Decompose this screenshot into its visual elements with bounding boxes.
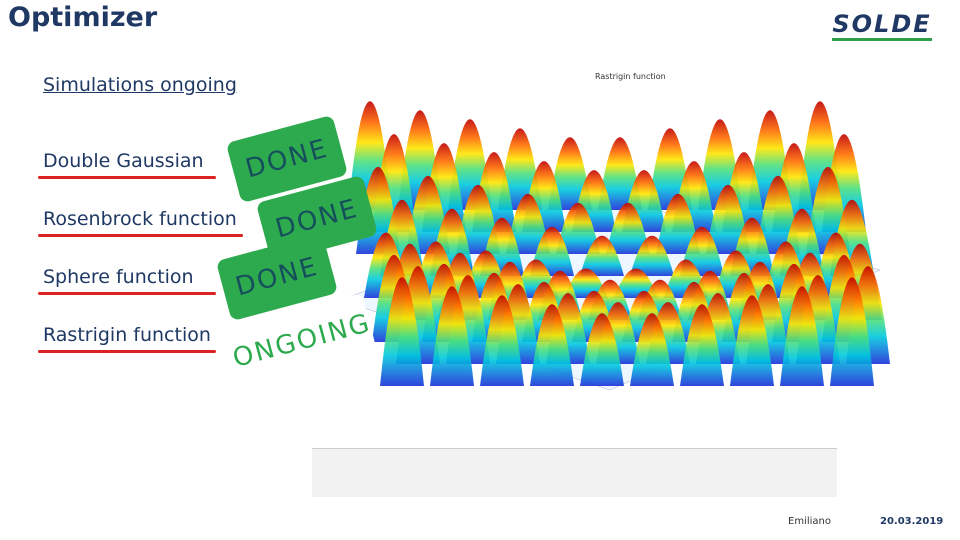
peak xyxy=(706,184,750,254)
red-underline xyxy=(38,176,216,179)
logo: SOLDE xyxy=(832,10,932,41)
peak xyxy=(564,268,608,298)
peak xyxy=(530,304,574,386)
peak xyxy=(614,268,658,298)
function-label: Double Gaussian xyxy=(43,150,204,172)
peak xyxy=(580,313,624,386)
peak xyxy=(456,184,500,254)
peak xyxy=(606,202,650,254)
figure-title: Rastrigin function xyxy=(595,72,666,81)
function-label: Sphere function xyxy=(43,266,194,288)
slide-title: Optimizer xyxy=(8,2,158,33)
peak xyxy=(556,202,600,254)
rastrigin-surface-image xyxy=(339,101,890,391)
peak xyxy=(630,235,674,276)
peak xyxy=(830,277,874,386)
peak xyxy=(656,193,700,254)
peak xyxy=(506,193,550,254)
footer-author: Emiliano xyxy=(788,516,831,527)
subtitle: Simulations ongoing xyxy=(43,74,237,96)
footer-date: 20.03.2019 xyxy=(880,516,944,527)
peak xyxy=(630,313,674,386)
red-underline xyxy=(38,350,216,353)
peak xyxy=(480,295,524,386)
peaks xyxy=(348,101,890,386)
red-underline xyxy=(38,292,216,295)
function-label: Rosenbrock function xyxy=(43,208,237,230)
red-underline xyxy=(38,234,243,237)
peak xyxy=(430,286,474,386)
peak xyxy=(580,235,624,276)
peak xyxy=(780,286,824,386)
function-label: Rastrigin function xyxy=(43,324,211,346)
peak xyxy=(680,304,724,386)
peak xyxy=(730,295,774,386)
formula-strip-image xyxy=(312,448,837,497)
peak xyxy=(380,277,424,386)
